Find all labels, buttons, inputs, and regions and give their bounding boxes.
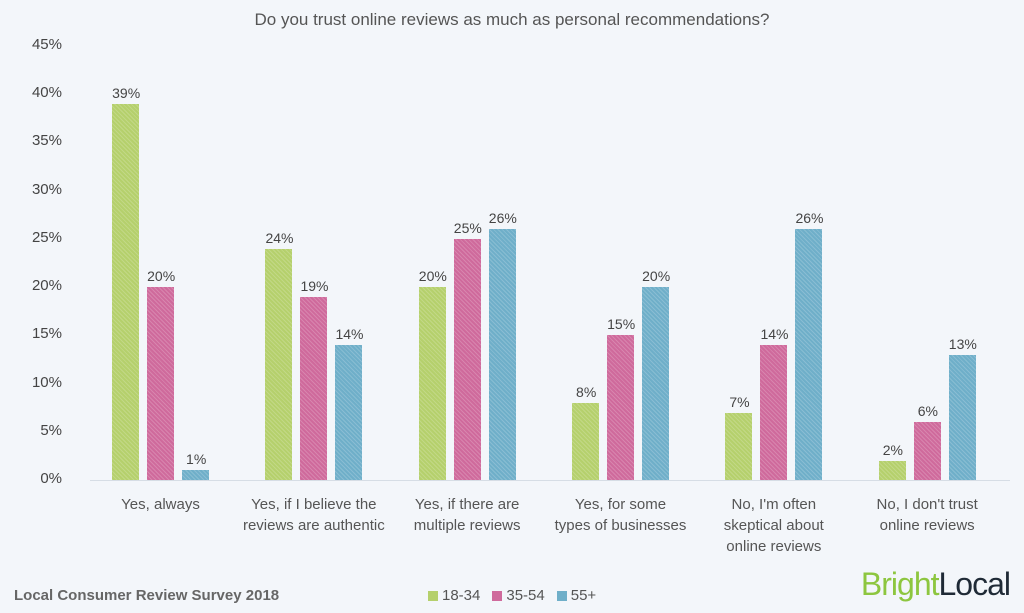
bar-18-34 bbox=[112, 103, 140, 480]
bar-value-label: 25% bbox=[453, 219, 482, 236]
y-tick-label: 5% bbox=[40, 421, 62, 439]
y-tick-label: 15% bbox=[31, 325, 62, 343]
x-axis-line bbox=[90, 480, 1010, 481]
legend-label: 55+ bbox=[570, 587, 597, 604]
bar-value-label: 1% bbox=[186, 451, 207, 468]
bar-55+ bbox=[335, 344, 363, 480]
bar-value-label: 20% bbox=[642, 268, 671, 285]
bar-group: 2% 6% 13% bbox=[857, 0, 1010, 480]
legend-item: 55+ bbox=[556, 587, 597, 604]
bar-55+ bbox=[948, 354, 976, 480]
bar-18-34 bbox=[418, 287, 446, 480]
bar-35-54 bbox=[147, 287, 175, 480]
y-tick-label: 25% bbox=[31, 228, 62, 246]
y-tick-label: 45% bbox=[31, 36, 62, 53]
bar-18-34 bbox=[265, 248, 293, 480]
bar-18-34 bbox=[725, 412, 753, 480]
bar-value-label: 15% bbox=[607, 316, 636, 333]
bar-35-54 bbox=[760, 344, 788, 480]
x-category-label: Yes, if there are multiple reviews bbox=[413, 496, 521, 534]
bar-value-label: 24% bbox=[265, 229, 294, 246]
bar-55+ bbox=[795, 229, 823, 480]
bar-value-label: 2% bbox=[882, 441, 903, 458]
bar-value-label: 13% bbox=[948, 335, 977, 352]
y-tick-label: 10% bbox=[31, 373, 62, 391]
bar-group: 20% 25% 26% bbox=[397, 0, 550, 480]
bar-35-54 bbox=[300, 296, 328, 480]
y-tick-label: 30% bbox=[31, 180, 62, 198]
bar-35-54 bbox=[453, 238, 481, 480]
bar-group: 7% 14% 26% bbox=[703, 0, 856, 480]
bar-group: 39% 20% 1% bbox=[90, 0, 243, 480]
legend: 18-34 35-54 55+ bbox=[428, 587, 596, 604]
bar-group: 8% 15% 20% bbox=[550, 0, 703, 480]
y-tick-label: 40% bbox=[31, 84, 62, 102]
bar-value-label: 20% bbox=[418, 268, 447, 285]
legend-swatch-icon bbox=[492, 590, 503, 601]
bar-35-54 bbox=[913, 422, 941, 480]
bar-18-34 bbox=[572, 402, 600, 480]
bar-value-label: 7% bbox=[729, 393, 750, 410]
bar-value-label: 6% bbox=[917, 403, 938, 420]
x-category-label: Yes, if I believe the reviews are authent… bbox=[242, 496, 385, 534]
y-tick-label: 35% bbox=[31, 132, 62, 150]
x-category-label: No, I don't trust online reviews bbox=[876, 496, 978, 534]
y-tick-label: 0% bbox=[40, 470, 62, 487]
bar-value-label: 14% bbox=[335, 325, 364, 342]
bar-55+ bbox=[642, 287, 670, 480]
x-category-label: No, I'm often skeptical about online revie… bbox=[723, 496, 824, 555]
bar-35-54 bbox=[607, 335, 635, 480]
legend-label: 18-34 bbox=[442, 587, 481, 604]
legend-label: 35-54 bbox=[506, 587, 545, 604]
chart-title: Do you trust online reviews as much as p… bbox=[254, 10, 770, 29]
source-label: Local Consumer Review Survey 2018 bbox=[14, 587, 280, 604]
bar-55+ bbox=[488, 229, 516, 480]
bar-value-label: 20% bbox=[147, 268, 176, 285]
bar-value-label: 26% bbox=[488, 210, 517, 227]
plot-area: 39% 20% 1% 24% 19% 14% 20% 25% 26% 8% 15% 20% 7% 14% 2… bbox=[90, 0, 1010, 480]
x-category-label: Yes, always bbox=[121, 496, 200, 513]
y-tick-label: 20% bbox=[31, 277, 62, 295]
brightlocal-logo: BrightLocal bbox=[860, 566, 1011, 602]
bar-value-label: 19% bbox=[300, 277, 329, 294]
bar-55+ bbox=[182, 470, 210, 480]
bar-value-label: 26% bbox=[795, 210, 824, 227]
legend-item: 35-54 bbox=[492, 587, 545, 604]
legend-item: 18-34 bbox=[428, 587, 480, 604]
bar-group: 24% 19% 14% bbox=[243, 0, 396, 480]
bar-value-label: 39% bbox=[112, 84, 141, 101]
x-category-label: Yes, for some types of businesses bbox=[554, 496, 687, 534]
bar-value-label: 8% bbox=[576, 383, 597, 400]
legend-swatch-icon bbox=[428, 590, 438, 601]
legend-swatch-icon bbox=[556, 590, 567, 601]
bar-value-label: 14% bbox=[760, 325, 789, 342]
bar-18-34 bbox=[878, 460, 906, 480]
